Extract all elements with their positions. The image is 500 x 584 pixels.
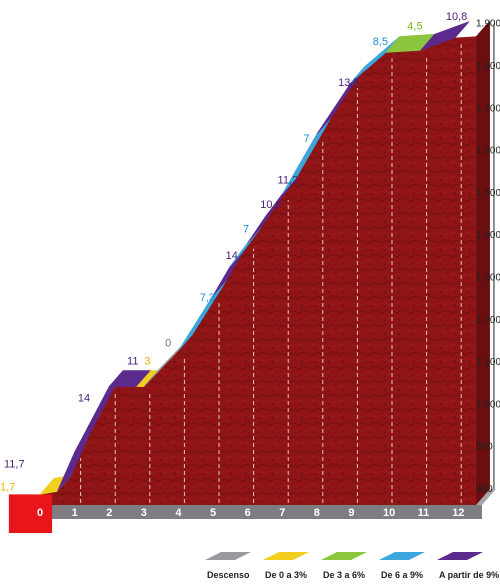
gradient-label: 0: [165, 338, 171, 350]
x-tick-label: 8: [314, 507, 320, 519]
baseline-front: [34, 505, 482, 519]
gradient-label: 11,2: [278, 175, 299, 187]
y-tick-label: 1.900: [476, 19, 500, 30]
gradient-label: 4,5: [407, 20, 422, 32]
legend-label: De 6 a 9%: [381, 570, 423, 580]
terrain-side: [475, 20, 490, 505]
y-tick-label: 1.200: [476, 315, 500, 326]
y-tick-label: 1.500: [476, 188, 500, 199]
legend-swatch-gray: [205, 552, 251, 560]
legend-label: De 0 a 3%: [265, 570, 307, 580]
gradient-label: 14: [78, 392, 90, 404]
x-tick-label: 7: [279, 507, 285, 519]
gradient-label: 14: [226, 250, 238, 262]
legend-swatch-purple: [437, 552, 483, 560]
x-tick-label: 1: [72, 507, 78, 519]
legend-swatch-blue: [379, 552, 425, 560]
x-tick-label: 0: [37, 507, 43, 519]
legend: Descenso De 0 a 3% De 3 a 6% De 6 a 9% A par…: [205, 552, 499, 580]
legend-label: Descenso: [207, 570, 250, 580]
km-gridlines: [80, 23, 495, 503]
legend-swatch-green: [321, 552, 367, 560]
x-tick-label: 4: [175, 507, 182, 519]
x-tick-label: 6: [245, 507, 251, 519]
x-axis-labels: 0 1 2 3 4 5 6 7 8 9 10 11 12: [37, 507, 464, 519]
gradient-label: 11,7: [4, 458, 25, 470]
legend-label: De 3 a 6%: [323, 570, 365, 580]
gradient-label: 7: [304, 133, 310, 145]
x-tick-label: 10: [383, 507, 395, 519]
y-tick-label: 1.400: [476, 230, 500, 241]
gradient-labels: 1,7 11,7 14 11 3 0 7,3 14 7 10,8 11,2 7 13,5 8,5 4,5 10…: [0, 11, 467, 493]
gradient-label: 13,5: [338, 77, 359, 89]
x-tick-label: 12: [452, 507, 464, 519]
x-tick-label: 9: [348, 507, 354, 519]
gradient-label: 1,7: [0, 481, 15, 493]
x-tick-label: 3: [141, 507, 147, 519]
gradient-label: 7: [243, 223, 249, 235]
gradient-ribbon: [39, 21, 470, 495]
y-tick-label: 1.000: [476, 399, 500, 410]
terrain-fill: [40, 36, 476, 505]
y-tick-label: 900: [476, 442, 493, 453]
y-tick-label: 1.100: [476, 357, 500, 368]
gradient-label: 10,8: [446, 11, 467, 23]
y-tick-label: 1.700: [476, 103, 500, 114]
gradient-label: 11: [127, 356, 138, 368]
gradient-label: 8,5: [373, 36, 388, 48]
y-tick-label: 1.300: [476, 273, 500, 284]
y-axis-labels: 800 900 1.000 1.100 1.200 1.300 1.400 1.500 1.60…: [476, 19, 500, 495]
legend-swatch-yellow: [263, 552, 309, 560]
y-tick-label: 800: [476, 484, 493, 495]
x-tick-label: 2: [106, 507, 112, 519]
terrain-area: [8, 20, 490, 533]
x-tick-label: 11: [418, 507, 430, 519]
start-block: [8, 494, 53, 533]
legend-label: A partir de 9%: [439, 570, 499, 580]
gradient-label: 7,3: [200, 292, 215, 304]
gradient-segment-purple: [420, 21, 470, 51]
x-tick-label: 5: [210, 507, 216, 519]
y-tick-label: 1.800: [476, 61, 500, 72]
gradient-label: 3: [144, 356, 150, 368]
gradient-label: 10,8: [260, 199, 281, 211]
y-tick-label: 1.600: [476, 146, 500, 157]
